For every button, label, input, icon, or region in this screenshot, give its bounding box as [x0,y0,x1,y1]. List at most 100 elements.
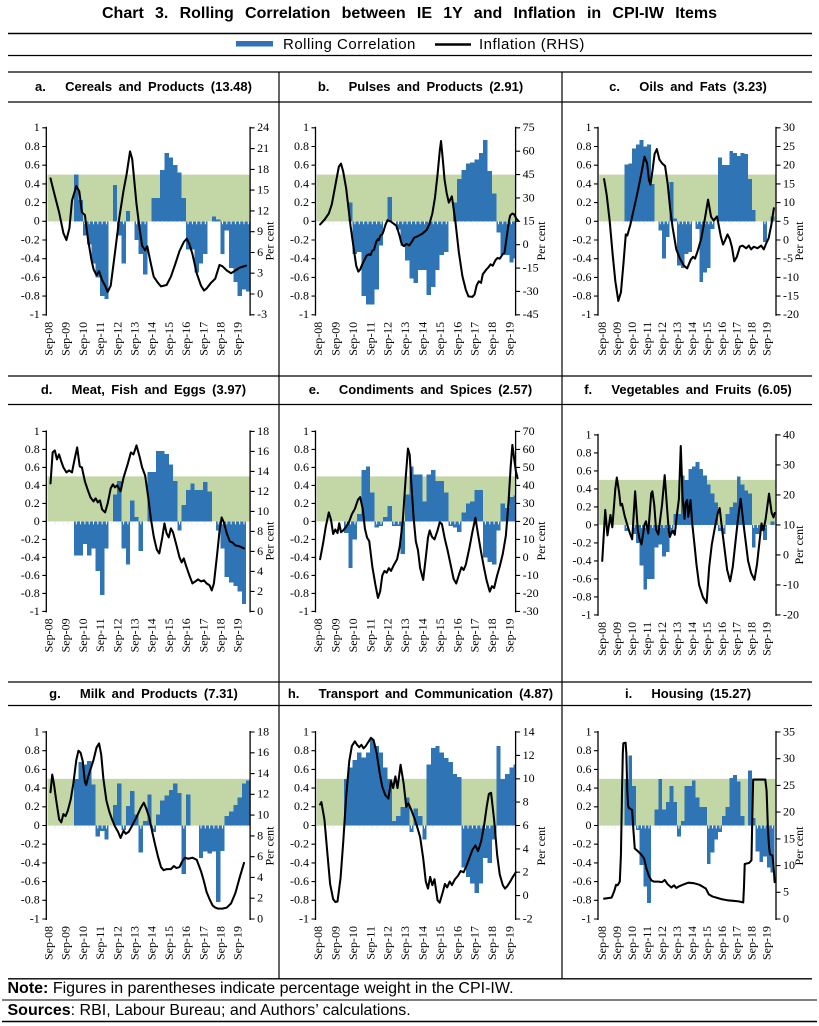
svg-text:35: 35 [783,724,795,738]
svg-text:20: 20 [523,514,535,528]
svg-text:Sep-19: Sep-19 [231,926,245,960]
svg-text:Sep-15: Sep-15 [700,926,714,960]
svg-text:Sep-19: Sep-19 [760,926,774,960]
svg-text:4: 4 [523,841,529,855]
svg-text:Sep-18: Sep-18 [745,322,759,356]
svg-text:40: 40 [783,427,795,441]
svg-text:20: 20 [783,158,795,172]
svg-text:10: 10 [257,808,269,822]
svg-text:-5: -5 [783,251,793,265]
svg-text:-0.4: -0.4 [290,855,309,869]
svg-text:0.6: 0.6 [25,460,40,474]
svg-text:-0.2: -0.2 [290,232,309,246]
svg-text:30: 30 [523,190,535,204]
svg-text:0.4: 0.4 [294,176,309,190]
svg-text:4: 4 [257,564,263,578]
svg-text:12: 12 [257,203,269,217]
svg-text:Sep-17: Sep-17 [196,322,210,356]
svg-text:Sep-19: Sep-19 [760,322,774,356]
svg-text:Sep-13: Sep-13 [128,322,142,356]
svg-text:-0.2: -0.2 [21,837,40,851]
svg-text:Sep-08: Sep-08 [311,618,325,652]
svg-text:Sep-13: Sep-13 [398,618,412,652]
svg-text:Sep-10: Sep-10 [625,622,639,656]
svg-text:Sep-17: Sep-17 [730,322,744,356]
svg-text:Sep-11: Sep-11 [93,926,107,960]
svg-text:Sep-12: Sep-12 [655,322,669,356]
svg-text:Sep-16: Sep-16 [715,926,729,960]
svg-text:9: 9 [257,224,263,238]
svg-text:Sep-11: Sep-11 [363,926,377,960]
svg-text:Sep-12: Sep-12 [655,926,669,960]
svg-text:Sep-18: Sep-18 [485,618,499,652]
svg-text:-0.2: -0.2 [573,837,592,851]
svg-text:Per cent: Per cent [263,826,277,866]
svg-text:-20: -20 [783,607,799,621]
svg-text:6: 6 [257,544,263,558]
svg-text:1: 1 [586,120,592,134]
svg-text:Sep-18: Sep-18 [214,618,228,652]
svg-text:Sep-16: Sep-16 [450,926,464,960]
svg-text:-0.6: -0.6 [290,270,309,284]
svg-text:25: 25 [783,139,795,153]
svg-text:-0.6: -0.6 [290,874,309,888]
svg-text:5: 5 [783,885,789,899]
svg-text:Sep-15: Sep-15 [433,322,447,356]
svg-text:0.2: 0.2 [25,496,40,510]
svg-text:Sep-14: Sep-14 [685,322,699,356]
svg-text:60: 60 [523,442,535,456]
svg-text:10: 10 [783,195,795,209]
svg-text:-1: -1 [582,607,592,621]
svg-text:70: 70 [523,424,535,438]
svg-text:15: 15 [783,831,795,845]
svg-text:Sep-16: Sep-16 [450,322,464,356]
svg-text:Sep-18: Sep-18 [214,322,228,356]
svg-text:Sep-14: Sep-14 [145,926,159,960]
svg-text:-0.8: -0.8 [573,289,592,303]
svg-text:Per cent: Per cent [534,826,548,866]
svg-text:-0.6: -0.6 [573,270,592,284]
svg-text:0: 0 [34,214,40,228]
svg-text:0: 0 [34,514,40,528]
svg-text:Sep-11: Sep-11 [640,322,654,356]
svg-text:-1: -1 [582,307,592,321]
svg-text:Per cent: Per cent [534,521,548,561]
svg-text:15: 15 [257,183,269,197]
svg-text:Sep-10: Sep-10 [346,618,360,652]
svg-text:-0.4: -0.4 [21,550,40,564]
svg-text:Sep-11: Sep-11 [640,926,654,960]
svg-text:0: 0 [783,911,789,925]
svg-text:0.2: 0.2 [577,799,592,813]
svg-text:Sep-16: Sep-16 [450,618,464,652]
svg-text:0.4: 0.4 [294,781,309,795]
svg-text:Sep-19: Sep-19 [503,926,517,960]
svg-text:-0.6: -0.6 [21,568,40,582]
svg-text:6: 6 [523,818,529,832]
svg-text:Sep-13: Sep-13 [670,926,684,960]
svg-text:15: 15 [523,214,535,228]
svg-text:0: 0 [257,286,263,300]
svg-text:-0.4: -0.4 [21,251,40,265]
svg-text:Sep-09: Sep-09 [59,322,73,356]
svg-text:24: 24 [257,120,269,134]
svg-text:Sep-12: Sep-12 [655,622,669,656]
svg-text:0: 0 [586,214,592,228]
svg-text:0.4: 0.4 [577,781,592,795]
svg-text:-0.6: -0.6 [290,568,309,582]
svg-text:0.8: 0.8 [577,445,592,459]
svg-text:Per cent: Per cent [792,826,806,866]
svg-text:Sep-13: Sep-13 [128,926,142,960]
svg-text:-0.4: -0.4 [573,251,592,265]
svg-text:0: 0 [303,818,309,832]
svg-text:Sep-13: Sep-13 [128,618,142,652]
svg-text:Sep-09: Sep-09 [59,618,73,652]
svg-text:18: 18 [257,424,269,438]
svg-text:Sep-12: Sep-12 [381,322,395,356]
svg-text:-1: -1 [30,604,40,618]
svg-text:6: 6 [257,245,263,259]
svg-text:Sep-11: Sep-11 [93,618,107,652]
svg-text:-0.8: -0.8 [21,289,40,303]
svg-text:Sep-10: Sep-10 [346,322,360,356]
svg-text:-1: -1 [582,911,592,925]
svg-text:Sep-17: Sep-17 [196,926,210,960]
